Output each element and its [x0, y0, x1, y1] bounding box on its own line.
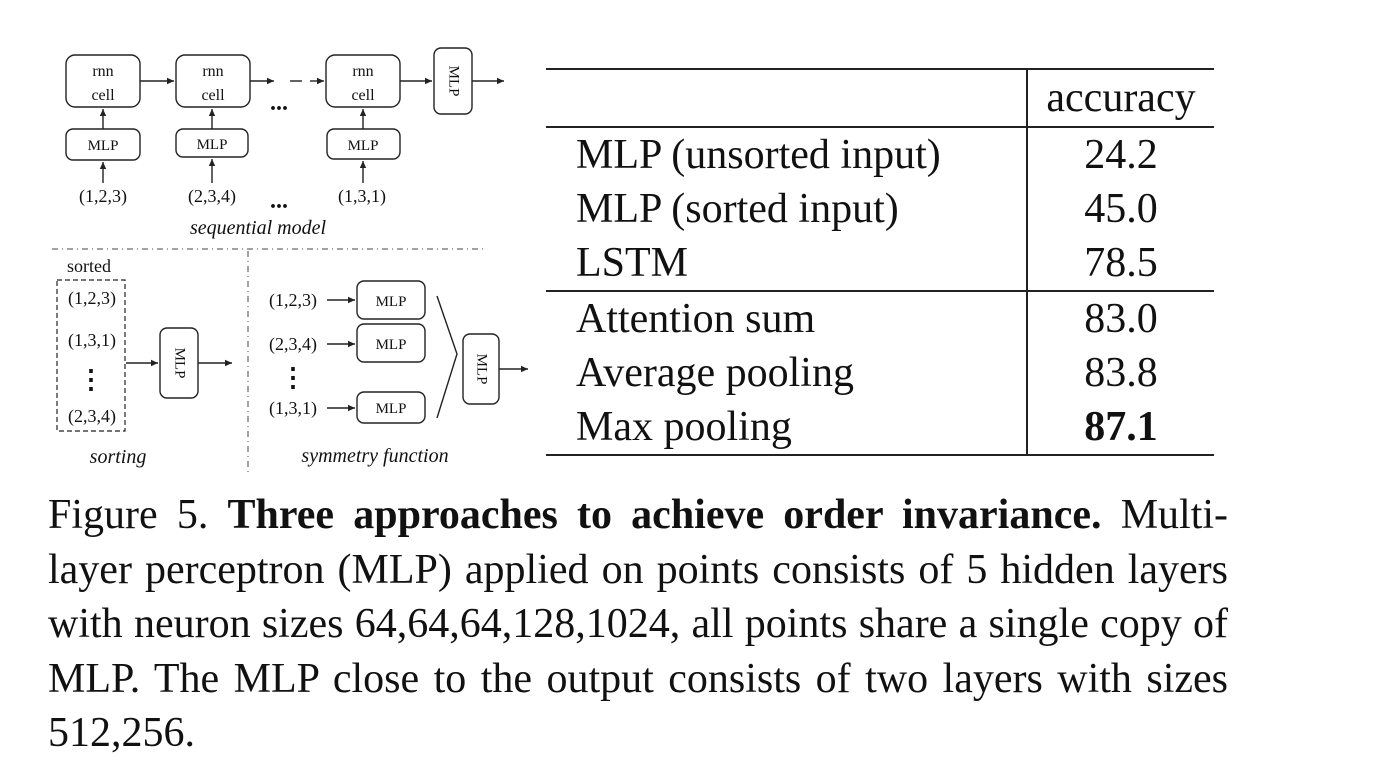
sorted-point-3: (2,3,4) — [68, 406, 116, 427]
rnn-cell-label-top: rnn — [352, 63, 373, 80]
method-cell: MLP (unsorted input) — [576, 132, 941, 178]
rnn-cell-label-bottom: cell — [351, 87, 375, 104]
method-cell: Attention sum — [576, 296, 816, 342]
header-method — [546, 69, 1027, 127]
method-cell: MLP (sorted input) — [576, 186, 899, 232]
sorted-group-box — [56, 279, 126, 432]
symmetry-function-approach: (1,2,3) (2,3,4) ⋮ (1,3,1) MLP MLP MLP ML… — [269, 280, 528, 467]
vertical-ellipsis: ⋮ — [280, 363, 306, 392]
rnn-cell-2: rnn cell — [175, 54, 251, 108]
caption-label: Figure 5. — [48, 492, 209, 538]
sym-input-1: (1,2,3) — [269, 290, 317, 311]
table-group-baselines: MLP (unsorted input) 24.2 MLP (sorted in… — [546, 127, 1214, 291]
sorted-label: sorted — [67, 256, 111, 276]
rnn-cell-label-bottom: cell — [91, 87, 115, 104]
mlp-label: MLP — [446, 66, 462, 97]
symmetry-function-title: symmetry function — [301, 445, 448, 467]
sequential-model-title: sequential model — [190, 217, 327, 239]
accuracy-cell: 83.8 — [1026, 346, 1214, 400]
sym-mlp-box-1 — [356, 280, 426, 320]
rnn-cell-label-top: rnn — [202, 63, 223, 80]
sorting-title: sorting — [90, 446, 147, 468]
sorted-point-1: (1,2,3) — [68, 288, 116, 309]
caption-title: Three approaches to achieve order invari… — [227, 492, 1102, 538]
sym-mlp-box-2 — [356, 323, 426, 363]
vertical-ellipsis: ⋮ — [78, 365, 104, 394]
accuracy-cell: 45.0 — [1026, 182, 1214, 236]
method-cell: Max pooling — [576, 404, 792, 450]
table-row: Attention sum 83.0 — [546, 291, 1214, 346]
table-row: Max pooling 87.1 — [546, 400, 1214, 455]
rnn-cell-1: rnn cell — [65, 54, 141, 108]
sorting-approach: sorted (1,2,3) (1,3,1) ⋮ (2,3,4) MLP sor… — [56, 256, 232, 468]
accuracy-cell-best: 87.1 — [1026, 400, 1214, 455]
sequential-model: rnn cell rnn cell rnn cell MLP ... MLP — [65, 47, 504, 239]
mlp-label: MLP — [197, 137, 228, 153]
input-point-3: (1,3,1) — [338, 186, 386, 207]
pooling-chevron — [436, 295, 458, 419]
rnn-cell-label-bottom: cell — [201, 87, 225, 104]
sym-mlp-box-3 — [356, 391, 426, 424]
table-group-symmetric: Attention sum 83.0 Average pooling 83.8 … — [546, 291, 1214, 455]
method-cell: Average pooling — [576, 350, 854, 396]
accuracy-cell: 83.0 — [1026, 291, 1214, 346]
mlp-label: MLP — [88, 138, 119, 154]
mlp-label: MLP — [376, 337, 407, 353]
table-row: MLP (sorted input) 45.0 — [546, 182, 1214, 236]
mlp-label: MLP — [348, 138, 379, 154]
sym-input-2: (2,3,4) — [269, 334, 317, 355]
table-row: Average pooling 83.8 — [546, 346, 1214, 400]
input-point-1: (1,2,3) — [79, 186, 127, 207]
sequential-output-mlp: MLP — [433, 47, 473, 115]
caption-text: Multi-layer perceptron (MLP) applied on … — [48, 492, 1229, 756]
accuracy-cell: 78.5 — [1026, 236, 1214, 291]
mlp-label: MLP — [376, 294, 407, 310]
table-row: MLP (unsorted input) 24.2 — [546, 127, 1214, 182]
sorted-point-2: (1,3,1) — [68, 330, 116, 351]
table-row: LSTM 78.5 — [546, 236, 1214, 291]
order-invariance-diagram: rnn cell rnn cell rnn cell MLP ... MLP — [52, 47, 528, 474]
method-cell: LSTM — [576, 240, 689, 286]
figure-caption: Figure 5. Three approaches to achieve or… — [48, 488, 1228, 761]
header-accuracy: accuracy — [1026, 69, 1214, 127]
accuracy-cell: 24.2 — [1026, 127, 1214, 182]
table-header-row: accuracy — [546, 69, 1214, 127]
sym-input-3: (1,3,1) — [269, 398, 317, 419]
ellipsis: ... — [270, 188, 288, 214]
mlp-label: MLP — [474, 354, 490, 385]
ellipsis: ... — [270, 90, 288, 116]
mlp-label: MLP — [172, 348, 188, 379]
mlp-label: MLP — [376, 401, 407, 417]
rnn-cell-3: rnn cell — [325, 54, 401, 108]
rnn-cell-label-top: rnn — [92, 63, 113, 80]
results-table: accuracy MLP (unsorted input) 24.2 MLP (… — [546, 68, 1214, 456]
input-point-2: (2,3,4) — [188, 186, 236, 207]
